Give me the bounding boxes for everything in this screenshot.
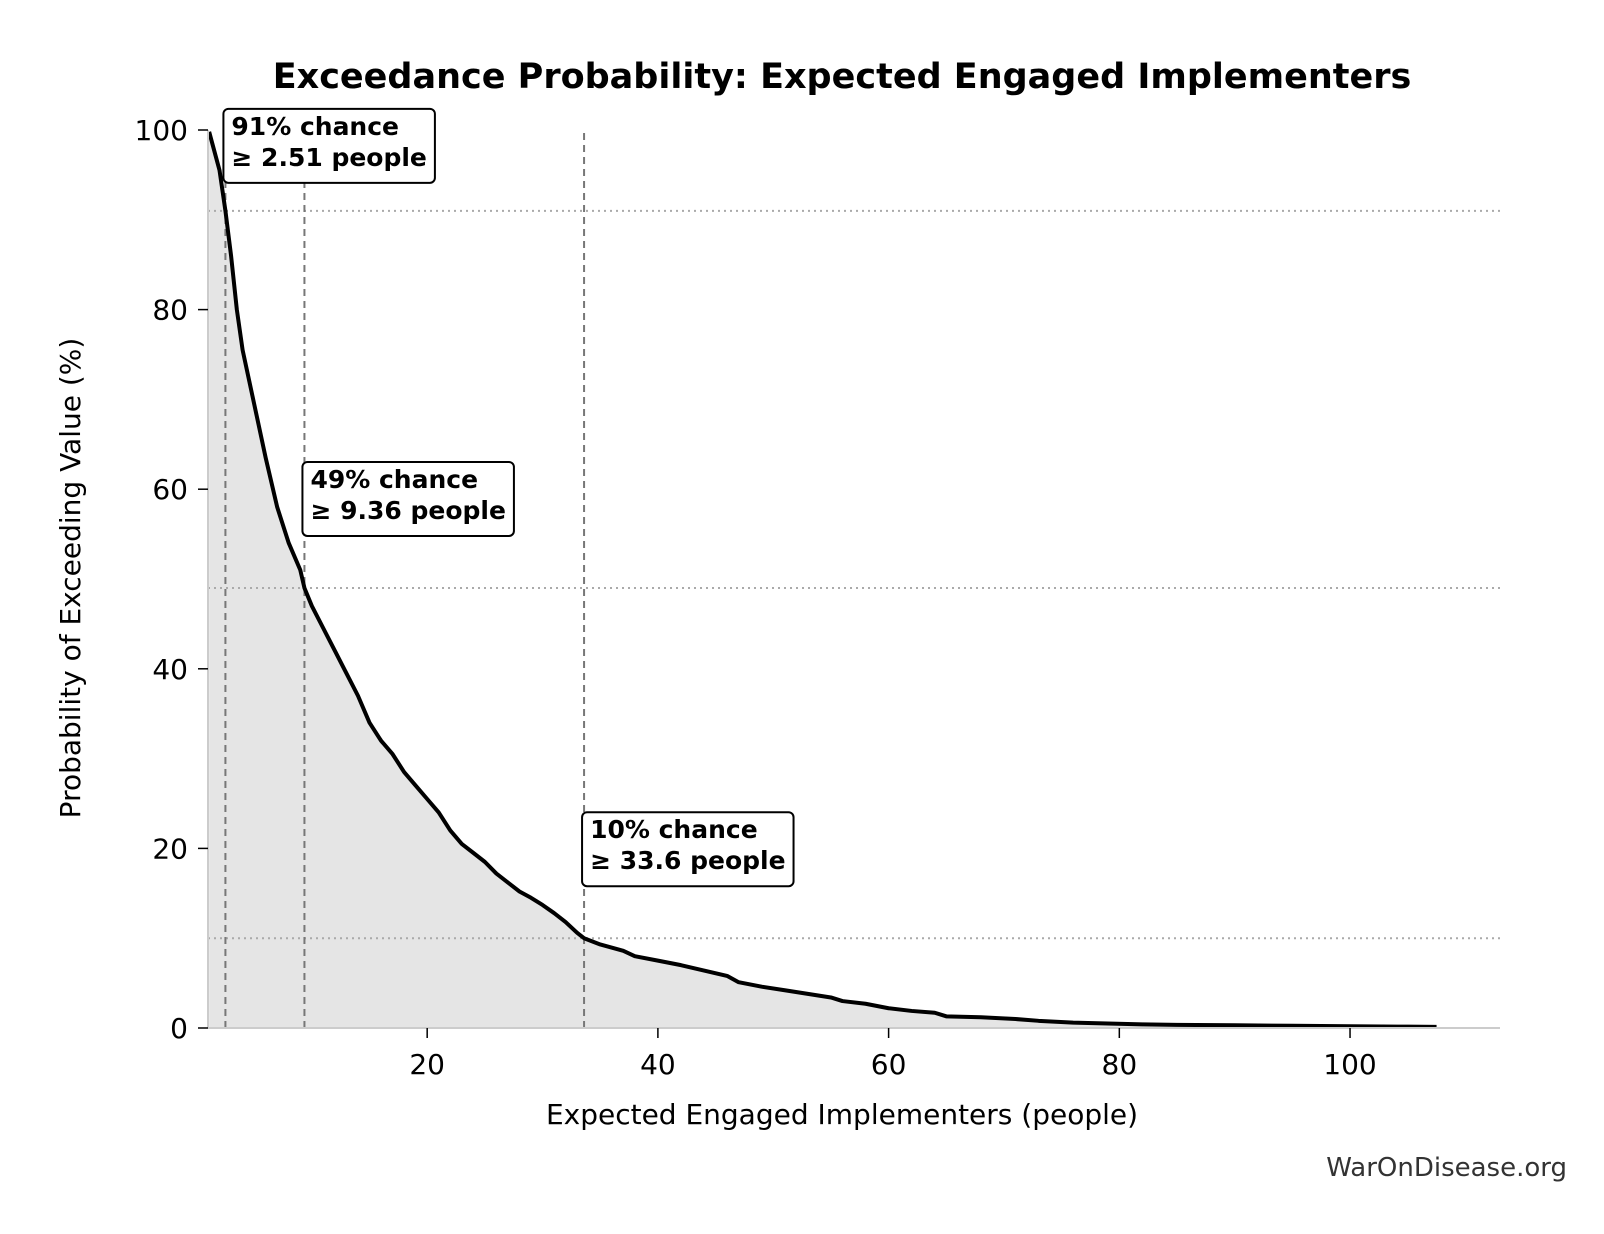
y-tick-label: 0 <box>170 1012 188 1045</box>
chart-title: Exceedance Probability: Expected Engaged… <box>273 57 1412 97</box>
annotations: 91% chance≥ 2.51 people 49% chance≥ 9.36 … <box>222 107 795 888</box>
annotation-value: ≥ 9.36 people <box>310 496 505 525</box>
annotation-probability: 10% chance <box>590 815 758 844</box>
annotation-box-2: 49% chance≥ 9.36 people <box>301 460 515 537</box>
annotation-box-1: 91% chance≥ 2.51 people <box>222 107 436 184</box>
annotation-frame <box>581 811 795 888</box>
x-tick-label: 20 <box>409 1048 445 1081</box>
watermark: WarOnDisease.org <box>1326 1153 1567 1183</box>
annotation-probability: 91% chance <box>231 112 399 141</box>
y-axis-ticks: 0 20 40 60 80 100 <box>135 114 208 1045</box>
x-axis-label: Expected Engaged Implementers (people) <box>546 1098 1138 1131</box>
y-tick-label: 80 <box>152 294 188 327</box>
plot-area: 20 40 60 80 100 0 20 40 60 80 100 91% chance≥ 2.5… <box>135 107 1500 1081</box>
y-axis-label: Probability of Exceeding Value (%) <box>54 338 87 819</box>
exceedance-curve-line <box>207 131 1437 1029</box>
x-tick-label: 80 <box>1102 1048 1138 1081</box>
annotation-value: ≥ 33.6 people <box>590 846 785 875</box>
x-axis-ticks: 20 40 60 80 100 <box>409 1028 1377 1081</box>
annotation-box-3: 10% chance≥ 33.6 people <box>581 811 795 888</box>
annotation-frame <box>222 107 436 184</box>
y-tick-label: 100 <box>135 114 188 147</box>
x-tick-label: 40 <box>640 1048 676 1081</box>
x-tick-label: 60 <box>871 1048 907 1081</box>
annotation-probability: 49% chance <box>310 465 478 494</box>
exceedance-area-fill <box>209 131 1437 1028</box>
x-tick-label: 100 <box>1323 1048 1376 1081</box>
y-tick-label: 20 <box>152 832 188 865</box>
annotation-value: ≥ 2.51 people <box>231 143 426 172</box>
annotation-frame <box>301 460 515 537</box>
y-tick-label: 60 <box>152 473 188 506</box>
y-tick-label: 40 <box>152 653 188 686</box>
